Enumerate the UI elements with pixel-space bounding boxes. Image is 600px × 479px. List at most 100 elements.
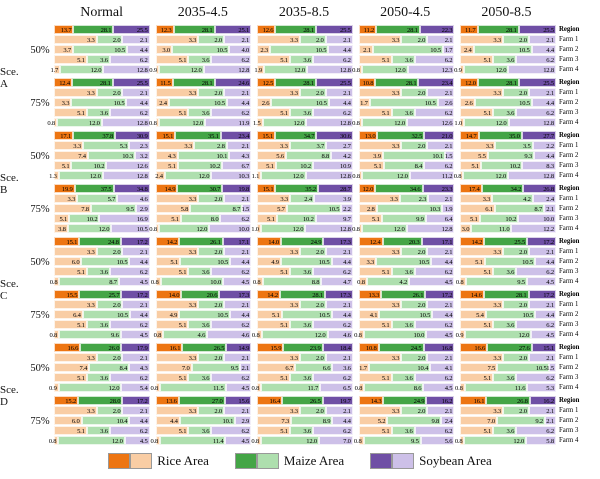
stacked-bar-row: 3.3 2.0 2.1 <box>460 353 556 362</box>
segment-value: 25.5 <box>136 26 148 34</box>
segment-value: 5.1 <box>381 427 390 435</box>
rice-segment: 0.8 <box>151 436 161 445</box>
bar-block: 11.7 28.1 25.5 3.3 2.0 2.1 2.4 10.5 4.4 5.1 3.6 6.2… <box>454 25 556 75</box>
rice-segment: 0.9 <box>456 330 466 339</box>
stacked-bar-row: 0.8 12.0 12.3 <box>352 65 455 74</box>
rice-segment: 12.4 <box>358 237 383 246</box>
rice-segment: 7.5 <box>460 363 498 372</box>
segment-value: 4.4 <box>241 99 250 107</box>
segment-value: 25.5 <box>340 26 351 34</box>
soybean-segment: 2.1 <box>224 194 252 203</box>
bar-block: 15.1 35.1 23.4 3.3 2.8 2.1 4.3 10.1 4.3 5.1 10.2 6.… <box>155 131 252 181</box>
segment-value: 0.8 <box>453 172 462 180</box>
soybean-segment: 16.2 <box>529 396 556 405</box>
rice-segment: 3.3 <box>54 88 97 97</box>
stacked-bar-row: 6.0 10.4 4.4 <box>54 416 150 425</box>
maize-segment: 3.6 <box>493 373 517 382</box>
bar-block: 14.3 24.9 16.2 3.3 2.0 2.1 5.2 9.8 2.4 5.1 3.6 6.2 0… <box>354 396 455 446</box>
segment-value: 4.3 <box>167 152 176 160</box>
stacked-bar-row: 15.1 34.7 30.6 <box>257 131 353 140</box>
row-label-farm-2: Farm 2 <box>559 364 579 371</box>
segment-value: 25.5 <box>340 79 351 87</box>
soybean-segment: 6.2 <box>313 108 353 117</box>
segment-value: 6.2 <box>546 427 554 435</box>
segment-value: 2.0 <box>214 195 223 203</box>
segment-value: 6.2 <box>546 321 554 329</box>
maize-segment: 12.0 <box>361 224 407 233</box>
segment-value: 11.2 <box>441 172 453 180</box>
stacked-bar-row: 15.9 23.9 18.4 <box>257 343 353 352</box>
bar-block: 13.3 26.1 17.2 3.3 2.0 2.1 4.1 10.5 4.4 5.1 3.6 6.2… <box>354 290 455 340</box>
rice-segment: 5.1 <box>54 426 87 435</box>
rice-segment: 7.3 <box>257 416 292 425</box>
stacked-bar-row: 3.9 10.1 1.5 <box>358 151 455 160</box>
segment-value: 3.3 <box>290 36 298 44</box>
segment-value: 2.0 <box>417 301 426 309</box>
segment-value: 5.1 <box>371 215 380 223</box>
stacked-bar-row: 1.7 12.0 12.8 <box>50 65 150 74</box>
segment-value: 5.1 <box>280 268 288 276</box>
rice-segment: 3.0 <box>460 224 472 233</box>
segment-value: 28.1 <box>303 79 314 87</box>
segment-value: 34.8 <box>136 185 148 193</box>
maize-segment: 35.0 <box>478 131 522 140</box>
soybean-segment: 4.4 <box>331 310 353 319</box>
segment-value: 2.3 <box>260 46 268 54</box>
soybean-segment: 2.1 <box>122 247 150 256</box>
segment-value: 2.1 <box>343 301 351 309</box>
maize-segment: 2.0 <box>503 88 529 97</box>
segment-value: 6.2 <box>343 268 351 276</box>
segment-value: 8.7 <box>109 278 117 286</box>
soybean-segment: 2.1 <box>427 406 455 415</box>
segment-value: 6.2 <box>546 268 554 276</box>
soybean-segment: 1.5 <box>242 204 252 213</box>
segment-value: 6.2 <box>139 374 148 382</box>
segment-value: 4.4 <box>343 417 351 425</box>
rice-segment: 0.8 <box>355 383 365 392</box>
level-label: 50% <box>30 256 50 268</box>
soybean-segment: 25.5 <box>315 25 353 34</box>
rice-segment: 3.3 <box>257 300 300 309</box>
segment-value: 26.0 <box>108 344 120 352</box>
segment-value: 2.1 <box>139 301 148 309</box>
stacked-bar-row: 0.8 10.0 4.5 <box>354 330 455 339</box>
rice-segment: 5.4 <box>460 310 486 319</box>
maize-segment: 3.6 <box>391 55 415 64</box>
segment-value: 17.2 <box>136 397 148 405</box>
legend-dark-swatch <box>370 453 393 469</box>
maize-segment: 10.5 <box>497 363 549 372</box>
segment-value: 5.1 <box>475 258 483 266</box>
segment-value: 6.2 <box>546 109 554 117</box>
segment-value: 15.1 <box>66 238 78 246</box>
maize-segment: 10.2 <box>276 214 316 223</box>
legend-dark-swatch <box>108 453 131 469</box>
rice-segment: 13.0 <box>358 131 378 140</box>
rice-segment: 15.1 <box>257 131 276 140</box>
stacked-bar-row: 3.3 2.0 2.1 <box>460 247 556 256</box>
stacked-bar-row: 3.3 2.3 2.1 <box>358 194 455 203</box>
row-label-farm-2: Farm 2 <box>559 152 579 159</box>
segment-value: 11.5 <box>160 79 171 87</box>
maize-segment: 3.6 <box>289 426 313 435</box>
rice-segment: 0.8 <box>354 330 364 339</box>
stacked-bar-row: 12.6 28.1 25.5 <box>257 25 353 34</box>
maize-segment: 3.6 <box>86 267 110 276</box>
stacked-bar-row: 16.6 26.0 17.9 <box>54 343 150 352</box>
segment-value: 35.2 <box>305 185 317 193</box>
row-label-farm-3: Farm 3 <box>559 321 579 328</box>
soybean-segment: 5.8 <box>526 436 556 445</box>
segment-value: 5.1 <box>77 374 85 382</box>
segment-value: 10.5 <box>315 99 327 107</box>
segment-value: 28.1 <box>201 79 213 87</box>
maize-segment: 37.5 <box>74 184 114 193</box>
rice-segment: 6.0 <box>54 416 82 425</box>
rice-segment: 3.3 <box>54 98 72 107</box>
stacked-bar-row: 7.5 10.5 1.5 <box>460 363 556 372</box>
maize-segment: 2.0 <box>198 35 225 44</box>
maize-segment: 10.4 <box>368 363 431 372</box>
segment-value: 3.3 <box>188 354 197 362</box>
segment-value: 3.6 <box>100 109 108 117</box>
soybean-segment: 25.5 <box>518 25 556 34</box>
segment-value: 3.3 <box>86 301 95 309</box>
row-label-farm-1: Farm 1 <box>559 407 579 414</box>
